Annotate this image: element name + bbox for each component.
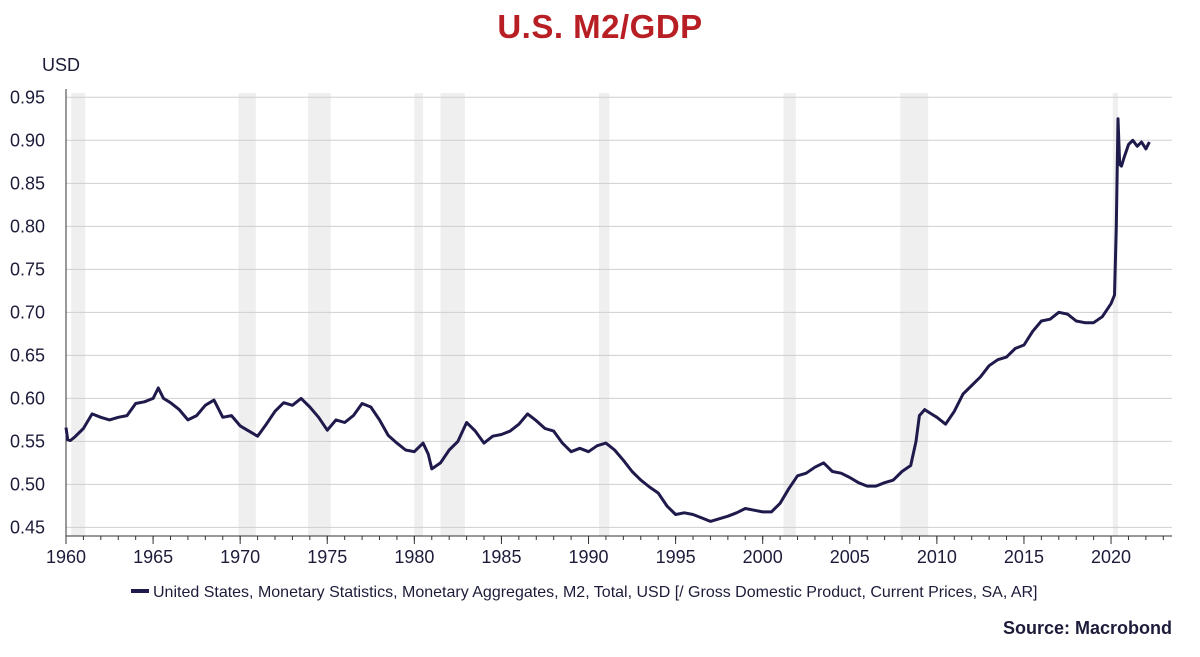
recession-band xyxy=(598,93,610,536)
x-tick-label: 1990 xyxy=(568,547,608,567)
y-axis-label: USD xyxy=(42,55,80,75)
recession-band xyxy=(414,93,424,536)
y-tick-label: 0.60 xyxy=(10,388,45,408)
y-tick-label: 0.50 xyxy=(10,474,45,494)
recession-band xyxy=(440,93,465,536)
y-tick-label: 0.55 xyxy=(10,431,45,451)
y-tick-label: 0.45 xyxy=(10,517,45,537)
axes xyxy=(65,89,1172,544)
chart-title: U.S. M2/GDP xyxy=(497,8,703,45)
source-note: Source: Macrobond xyxy=(1002,618,1172,638)
recession-band xyxy=(71,93,86,536)
y-tick-label: 0.80 xyxy=(10,216,45,236)
x-tick-label: 1960 xyxy=(46,547,86,567)
x-tick-label: 1975 xyxy=(307,547,347,567)
recession-band xyxy=(900,93,929,536)
x-tick-label: 2000 xyxy=(743,547,783,567)
recession-band xyxy=(308,93,331,536)
x-tick-label: 1985 xyxy=(481,547,521,567)
x-tick-label: 2010 xyxy=(917,547,957,567)
y-tick-label: 0.95 xyxy=(10,87,45,107)
x-tick-label: 2020 xyxy=(1091,547,1131,567)
x-tick-label: 1970 xyxy=(220,547,260,567)
x-tick-label: 1980 xyxy=(394,547,434,567)
y-tick-label: 0.70 xyxy=(10,302,45,322)
x-tick-label: 2015 xyxy=(1004,547,1044,567)
legend: United States, Monetary Statistics, Mone… xyxy=(131,584,1038,601)
gridlines xyxy=(66,96,1172,528)
legend-label: United States, Monetary Statistics, Mone… xyxy=(153,584,1038,601)
y-tick-label: 0.65 xyxy=(10,345,45,365)
series-lines xyxy=(64,117,1151,523)
series-line xyxy=(64,117,1151,523)
y-tick-label: 0.85 xyxy=(10,173,45,193)
y-tick-label: 0.90 xyxy=(10,130,45,150)
y-tick-label: 0.75 xyxy=(10,259,45,279)
tick-labels: 0.95 0.90 0.85 0.80 0.75 0.70 0.65 0.60 0.55 0.50… xyxy=(10,87,1131,567)
recession-band xyxy=(238,93,256,536)
recession-band xyxy=(783,93,796,536)
x-tick-label: 1965 xyxy=(133,547,173,567)
recession-bands xyxy=(71,93,1119,536)
x-tick-label: 2005 xyxy=(830,547,870,567)
x-tick-label: 1995 xyxy=(656,547,696,567)
recession-band xyxy=(1112,93,1119,536)
